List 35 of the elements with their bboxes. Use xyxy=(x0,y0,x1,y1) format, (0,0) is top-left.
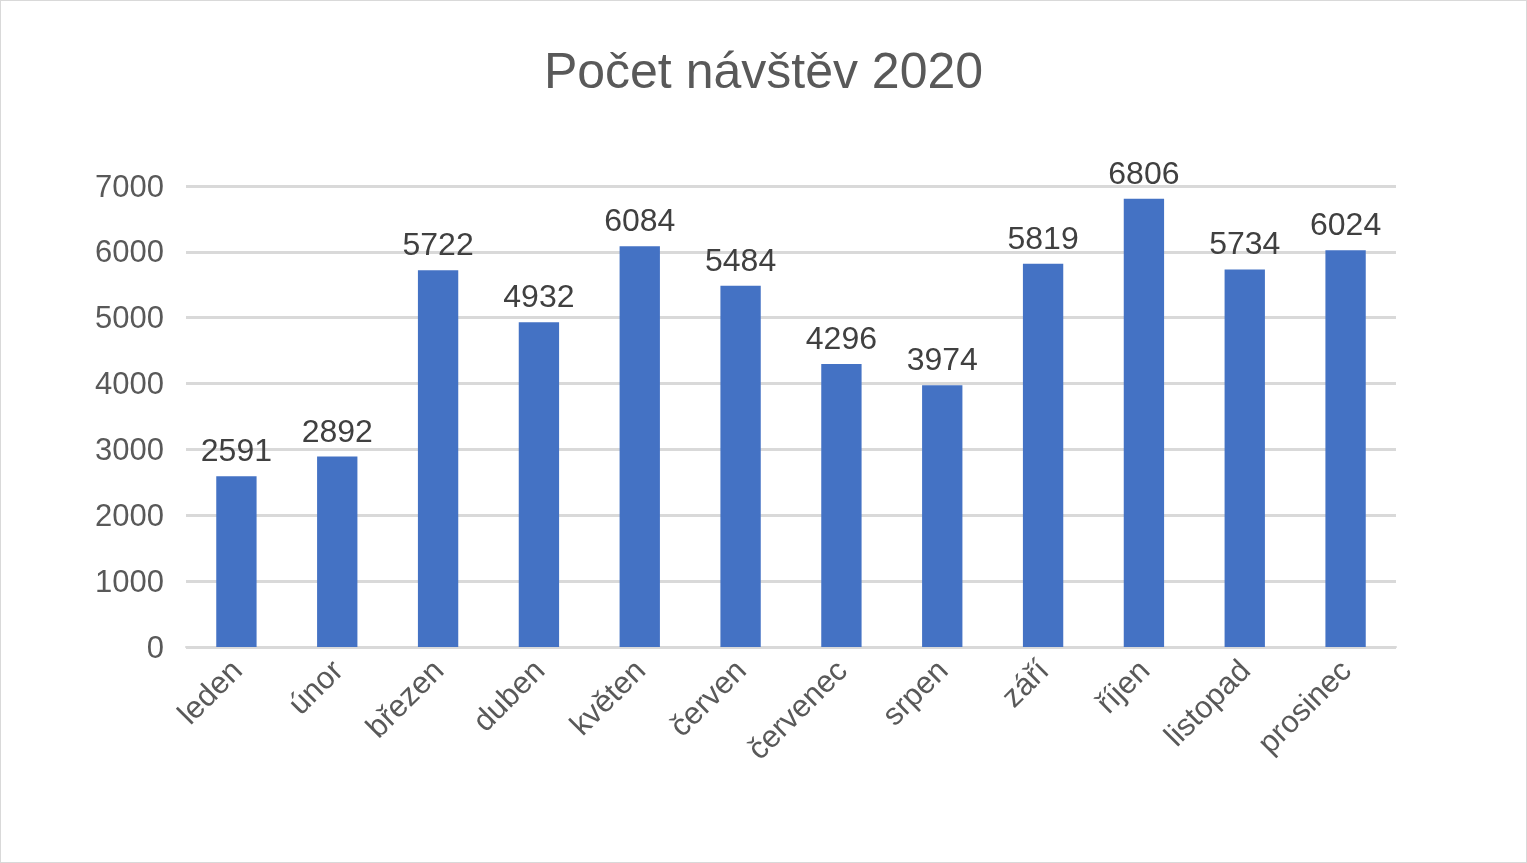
y-tick-label: 7000 xyxy=(95,168,164,204)
bar xyxy=(216,476,257,647)
data-label: 3974 xyxy=(906,341,978,378)
x-tick-label: říjen xyxy=(1088,652,1157,720)
data-label: 4932 xyxy=(503,278,575,315)
data-label: 6806 xyxy=(1108,154,1180,191)
chart-title: Počet návštěv 2020 xyxy=(543,43,984,99)
y-tick-label: 3000 xyxy=(95,431,164,467)
y-tick-label: 5000 xyxy=(95,300,164,336)
bar xyxy=(922,385,963,647)
bar xyxy=(821,364,862,647)
data-label: 5722 xyxy=(402,226,474,263)
bar xyxy=(1022,263,1064,647)
data-label: 4296 xyxy=(805,320,878,357)
bar xyxy=(518,322,560,647)
data-label: 6024 xyxy=(1309,206,1382,243)
y-tick-label: 2000 xyxy=(95,497,164,533)
data-label: 2591 xyxy=(200,432,273,469)
bar xyxy=(1224,269,1265,647)
y-tick-label: 4000 xyxy=(95,366,164,402)
y-tick-label: 6000 xyxy=(95,234,164,270)
bar xyxy=(720,285,761,647)
data-label: 6084 xyxy=(604,202,676,239)
bar xyxy=(317,456,358,647)
data-label: 5734 xyxy=(1209,225,1281,262)
x-tick-label: září xyxy=(994,652,1056,714)
bar xyxy=(619,246,660,647)
bar xyxy=(417,270,459,647)
y-tick-label: 0 xyxy=(146,629,164,665)
data-label: 2892 xyxy=(301,412,373,449)
data-label: 5484 xyxy=(704,241,777,278)
data-label: 5819 xyxy=(1007,219,1079,256)
y-tick-label: 1000 xyxy=(95,563,164,599)
bar xyxy=(1123,198,1165,647)
bar xyxy=(1325,250,1366,647)
